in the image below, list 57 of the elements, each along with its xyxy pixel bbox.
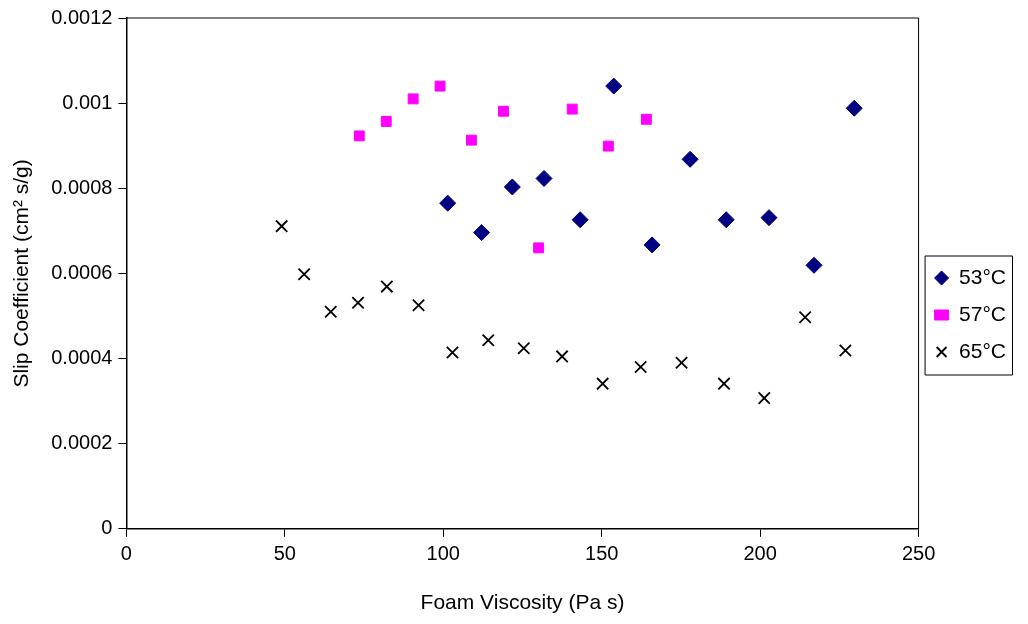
- point: [380, 115, 392, 127]
- y-tick-label: 0.001: [62, 90, 113, 113]
- point: [535, 169, 553, 187]
- point: [571, 211, 589, 229]
- point: [640, 113, 652, 125]
- point: [596, 377, 610, 391]
- legend-label: 57°C: [959, 301, 1006, 325]
- y-axis-title: Slip Coefficient (cm² s/g): [9, 159, 33, 388]
- point: [297, 267, 311, 281]
- point: [798, 310, 812, 324]
- x-tick-label: 0: [120, 542, 132, 565]
- y-tick-label: 0.0012: [51, 5, 113, 28]
- point: [605, 77, 623, 95]
- y-tick-label: 0.0004: [51, 346, 113, 369]
- x-tick-label: 100: [426, 542, 460, 565]
- point: [845, 99, 863, 117]
- point: [353, 130, 365, 142]
- point: [760, 209, 778, 227]
- point: [602, 140, 614, 152]
- point: [674, 356, 689, 370]
- x-tick-label: 50: [273, 542, 296, 565]
- point: [566, 103, 578, 115]
- x-tick-label: 250: [901, 542, 936, 565]
- point: [555, 349, 569, 363]
- point: [498, 105, 509, 117]
- point: [533, 242, 545, 254]
- point: [407, 93, 419, 105]
- point: [503, 178, 521, 196]
- x-axis-title: Foam Viscosity (Pa s): [420, 590, 625, 614]
- x-tick-label: 150: [585, 542, 619, 565]
- y-tick-label: 0.0006: [51, 260, 113, 283]
- point: [434, 80, 446, 92]
- point: [380, 280, 394, 294]
- point: [838, 343, 852, 357]
- y-tick-label: 0.0002: [51, 431, 113, 454]
- point: [324, 305, 338, 319]
- y-tick-label: 0: [101, 516, 113, 539]
- legend-label: 65°C: [959, 338, 1006, 362]
- point: [466, 134, 477, 146]
- legend-label: 53°C: [959, 264, 1006, 288]
- point: [634, 360, 648, 374]
- point: [351, 296, 365, 310]
- point: [717, 211, 735, 229]
- x-tick-label: 200: [743, 542, 777, 565]
- point: [445, 346, 459, 360]
- point: [411, 298, 426, 312]
- point: [439, 194, 457, 212]
- point: [275, 219, 289, 233]
- y-tick-label: 0.0008: [51, 175, 113, 198]
- point: [481, 333, 495, 347]
- point: [681, 150, 699, 168]
- point: [643, 236, 661, 254]
- point: [805, 256, 823, 274]
- point: [517, 341, 531, 355]
- point: [757, 391, 771, 405]
- point: [717, 377, 731, 391]
- point: [473, 224, 491, 242]
